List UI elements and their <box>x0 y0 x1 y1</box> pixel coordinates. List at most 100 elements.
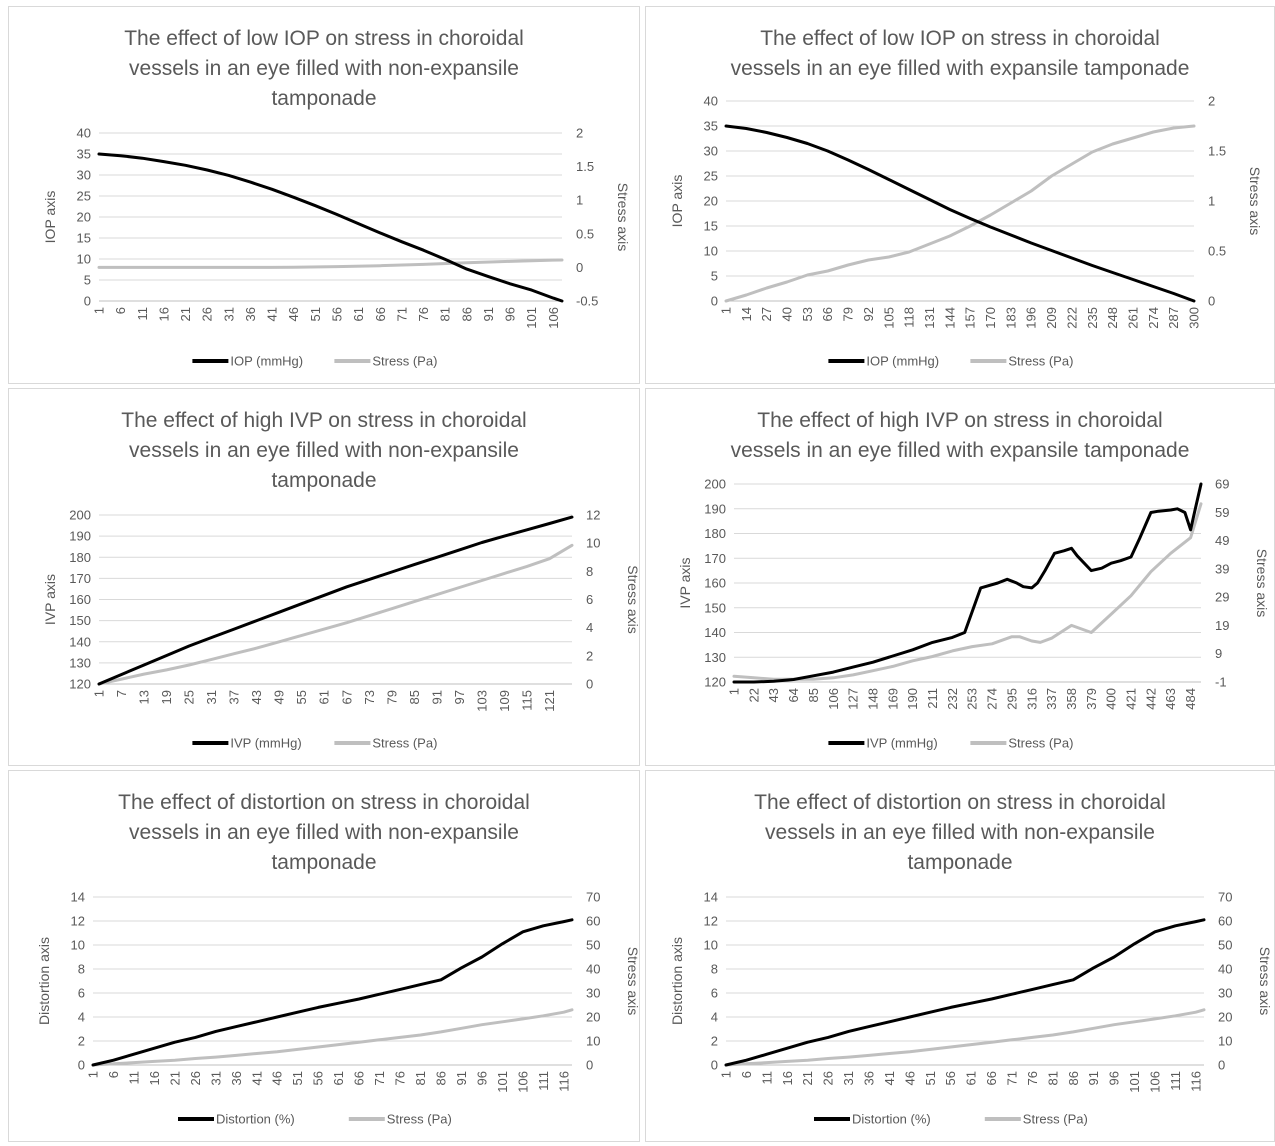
x-tick-label: 105 <box>881 307 896 329</box>
series-line-stress-pa- <box>97 258 564 269</box>
x-tick-label: 300 <box>1187 307 1202 329</box>
x-tick-label: 56 <box>311 1071 326 1085</box>
y2-tick-label: 0.5 <box>1208 244 1226 259</box>
y-tick-label: 130 <box>69 655 91 670</box>
y-tick-label: 5 <box>711 269 718 284</box>
x-tick-label: 85 <box>407 690 422 704</box>
x-tick-label: 79 <box>841 307 856 321</box>
y-axis-title: IOP axis <box>42 191 58 244</box>
y2-axis-title: Stress axis <box>625 565 639 633</box>
x-tick-label: 190 <box>905 688 920 710</box>
x-tick-label: 337 <box>1044 688 1059 710</box>
x-tick-label: 400 <box>1104 688 1119 710</box>
x-tick-label: 41 <box>265 307 280 321</box>
y-tick-label: 20 <box>704 194 718 209</box>
x-tick-label: 358 <box>1064 688 1079 710</box>
y2-tick-label: 2 <box>576 126 583 141</box>
x-tick-label: 170 <box>983 307 998 329</box>
y2-tick-label: 10 <box>586 536 600 551</box>
y2-tick-label: 10 <box>1218 1034 1232 1049</box>
x-tick-label: 261 <box>1125 307 1140 329</box>
x-tick-label: 96 <box>503 307 518 321</box>
x-tick-label: 127 <box>846 688 861 710</box>
x-tick-label: 274 <box>985 688 1000 710</box>
x-tick-label: 27 <box>759 307 774 321</box>
x-tick-label: 53 <box>800 307 815 321</box>
series-line-stress-pa- <box>724 124 1196 303</box>
x-tick-label: 1 <box>727 688 742 695</box>
series-line-ivp-mmhg- <box>97 515 574 686</box>
y-tick-label: 180 <box>704 526 726 541</box>
x-tick-label: 11 <box>135 307 150 321</box>
x-tick-label: 66 <box>984 1071 999 1085</box>
x-tick-label: 56 <box>943 1071 958 1085</box>
x-tick-label: 253 <box>965 688 980 710</box>
x-tick-label: 274 <box>1146 307 1161 329</box>
x-tick-label: 13 <box>137 690 152 704</box>
x-tick-label: 6 <box>113 307 128 314</box>
x-tick-label: 55 <box>294 690 309 704</box>
legend-label: Stress (Pa) <box>387 1112 452 1127</box>
y2-tick-label: 20 <box>1218 1010 1232 1025</box>
legend-label: Stress (Pa) <box>1008 354 1073 369</box>
x-tick-label: 21 <box>800 1071 815 1085</box>
chart-title-line: The effect of distortion on stress in ch… <box>754 791 1166 814</box>
x-tick-label: 131 <box>922 307 937 329</box>
chart-title-line: vessels in an eye filled with non-expans… <box>129 439 519 462</box>
x-tick-label: 51 <box>308 307 323 321</box>
y-tick-label: 25 <box>77 189 91 204</box>
x-tick-label: 16 <box>147 1071 162 1085</box>
y-tick-label: 12 <box>71 914 85 929</box>
x-tick-label: 92 <box>861 307 876 321</box>
y2-tick-label: 1 <box>1208 194 1215 209</box>
y2-axis-title: Stress axis <box>1254 549 1270 617</box>
y2-tick-label: 10 <box>586 1034 600 1049</box>
x-tick-label: 169 <box>885 688 900 710</box>
x-tick-label: 463 <box>1163 688 1178 710</box>
y2-tick-label: 0 <box>1208 294 1215 309</box>
y2-tick-label: 30 <box>1218 986 1232 1001</box>
x-tick-label: 37 <box>227 690 242 704</box>
y-tick-label: 0 <box>78 1058 85 1073</box>
legend-label: IVP (mmHg) <box>866 736 937 751</box>
x-tick-label: 1 <box>719 1071 734 1078</box>
x-tick-label: 91 <box>1086 1071 1101 1085</box>
x-tick-label: 11 <box>126 1071 141 1085</box>
y2-tick-label: 0 <box>1218 1058 1225 1073</box>
y2-axis-title: Stress axis <box>1247 167 1263 235</box>
x-tick-label: 484 <box>1183 688 1198 710</box>
y2-tick-label: 60 <box>586 914 600 929</box>
y2-tick-label: 1.5 <box>1208 144 1226 159</box>
y-tick-label: 170 <box>704 551 726 566</box>
chart-panel-6: The effect of distortion on stress in ch… <box>645 770 1275 1142</box>
x-tick-label: 76 <box>416 307 431 321</box>
chart-panel-5: The effect of distortion on stress in ch… <box>8 770 640 1142</box>
y-axis-title: IVP axis <box>677 557 693 608</box>
y-tick-label: 8 <box>78 962 85 977</box>
x-tick-label: 71 <box>394 307 409 321</box>
x-tick-label: 61 <box>317 690 332 704</box>
x-tick-label: 26 <box>200 307 215 321</box>
chart-svg-6: The effect of distortion on stress in ch… <box>669 791 1273 1127</box>
y2-tick-label: 39 <box>1215 561 1229 576</box>
y-tick-label: 120 <box>704 675 726 690</box>
x-tick-label: 111 <box>1168 1071 1183 1091</box>
y2-tick-label: 1.5 <box>576 159 594 174</box>
x-tick-label: 96 <box>474 1071 489 1085</box>
chart-title-line: The effect of high IVP on stress in chor… <box>121 409 526 432</box>
x-tick-label: 66 <box>820 307 835 321</box>
x-tick-label: 16 <box>780 1071 795 1085</box>
chart-svg-5: The effect of distortion on stress in ch… <box>36 791 639 1127</box>
y2-axis-title: Stress axis <box>1257 947 1273 1015</box>
x-tick-label: 67 <box>339 690 354 704</box>
x-tick-label: 46 <box>270 1071 285 1085</box>
legend-label: Stress (Pa) <box>1023 1112 1088 1127</box>
series-line-stress-pa- <box>724 1008 1206 1067</box>
y-tick-label: 140 <box>704 625 726 640</box>
x-tick-label: 36 <box>243 307 258 321</box>
x-tick-label: 43 <box>249 690 264 704</box>
x-tick-label: 76 <box>1025 1071 1040 1085</box>
chart-title-line: tamponade <box>271 469 376 492</box>
x-tick-label: 316 <box>1024 688 1039 710</box>
y2-tick-label: 19 <box>1215 618 1229 633</box>
